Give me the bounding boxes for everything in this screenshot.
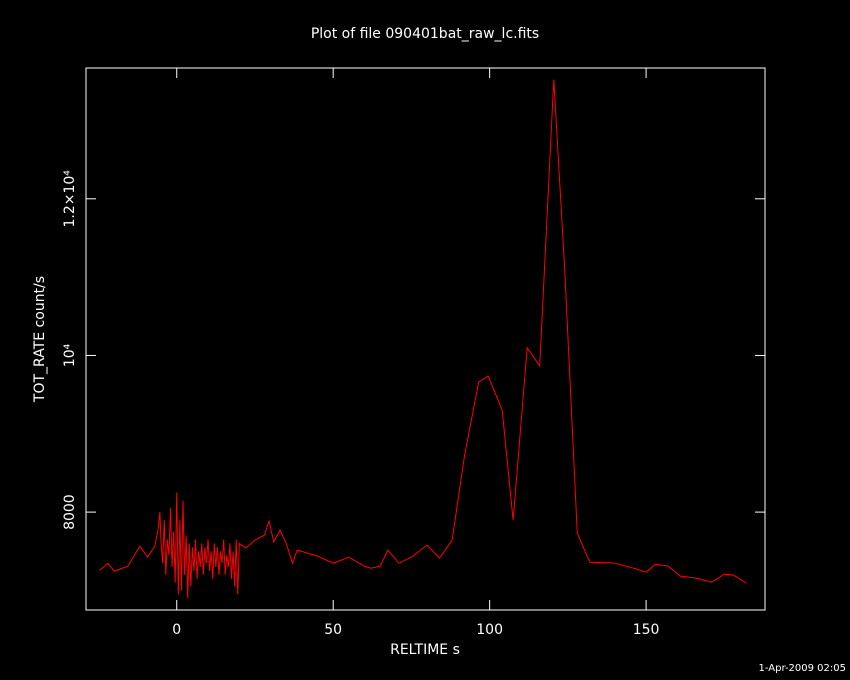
y-tick-label: 1.2×10⁴ — [62, 170, 78, 228]
light-curve — [99, 79, 747, 599]
x-tick-label: 0 — [172, 622, 181, 638]
x-tick-label: 100 — [476, 622, 503, 638]
x-axis-label: RELTIME s — [390, 642, 460, 658]
y-axis-label: TOT_RATE count/s — [32, 276, 48, 403]
x-tick-label: 50 — [324, 622, 342, 638]
y-tick-label: 10⁴ — [62, 343, 78, 367]
x-tick-label: 150 — [633, 622, 660, 638]
y-tick-label: 8000 — [62, 494, 78, 530]
timestamp: 1-Apr-2009 02:05 — [759, 663, 846, 674]
plot-frame — [85, 67, 766, 611]
chart-title: Plot of file 090401bat_raw_lc.fits — [311, 26, 539, 42]
